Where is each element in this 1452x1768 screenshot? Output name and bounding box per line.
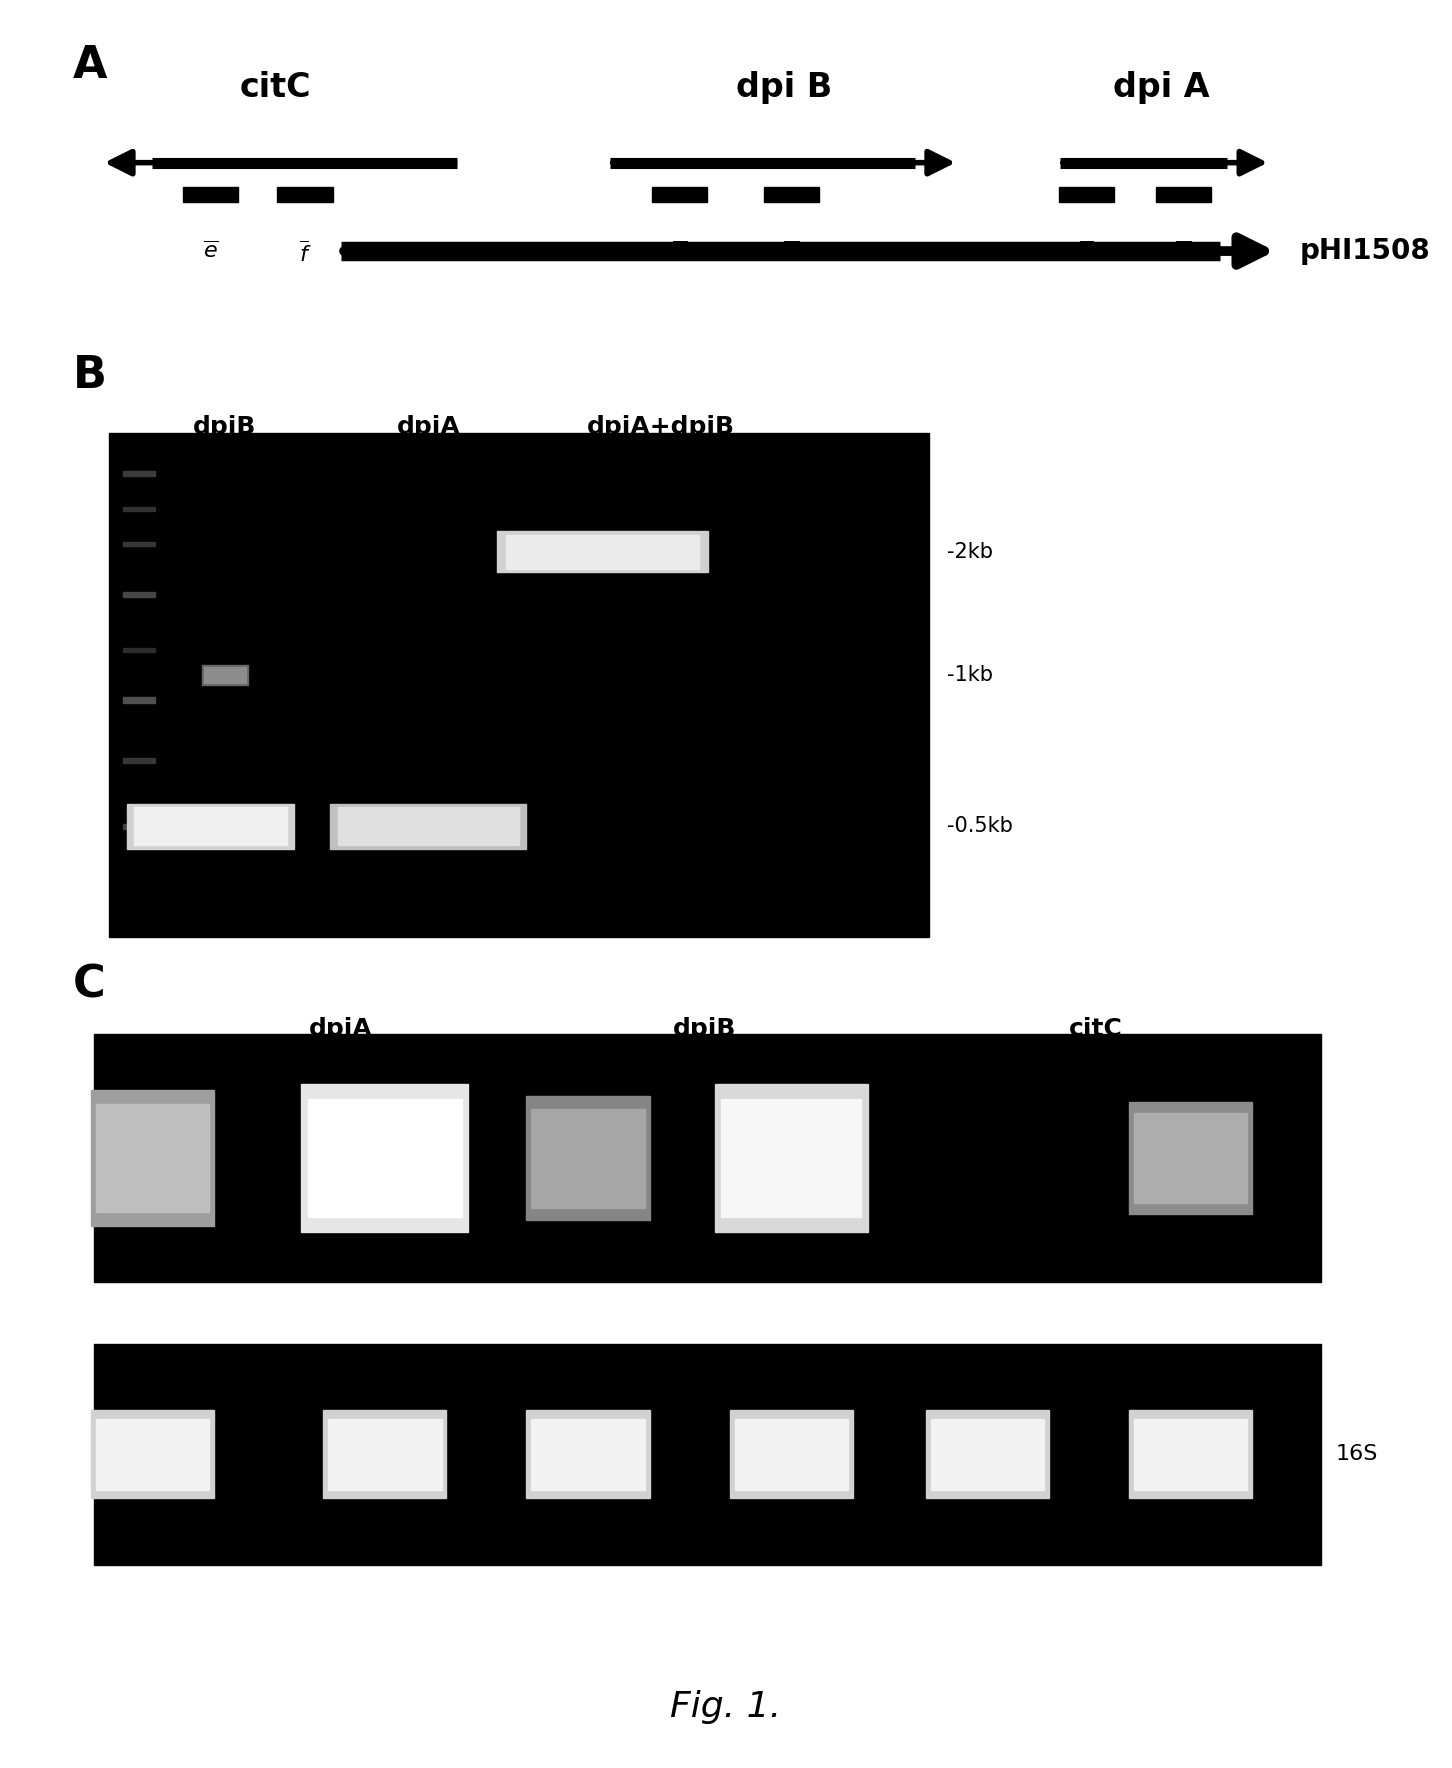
- Text: $\overline{c}$: $\overline{c}$: [1079, 240, 1093, 262]
- Bar: [1134, 1114, 1247, 1202]
- Text: 16S: 16S: [1336, 1444, 1378, 1464]
- Bar: [926, 1411, 1048, 1497]
- Bar: [1130, 1103, 1252, 1213]
- Bar: [722, 1098, 861, 1218]
- Text: 1: 1: [145, 1091, 160, 1116]
- Bar: [716, 1084, 868, 1232]
- Bar: [123, 507, 155, 511]
- Text: $\overline{a}$: $\overline{a}$: [672, 240, 687, 262]
- Bar: [94, 1344, 1321, 1565]
- Bar: [109, 433, 929, 937]
- Bar: [308, 1098, 462, 1218]
- Text: 6: 6: [1183, 1091, 1198, 1116]
- Bar: [123, 470, 155, 476]
- Bar: [331, 803, 527, 849]
- Text: dpiA: dpiA: [309, 1017, 373, 1041]
- Text: dpi A: dpi A: [1114, 71, 1210, 104]
- Text: $\overline{e}$: $\overline{e}$: [203, 240, 218, 262]
- Bar: [123, 758, 155, 764]
- Bar: [1059, 187, 1114, 202]
- Text: 3: 3: [581, 1091, 595, 1116]
- Text: citC: citC: [240, 71, 312, 104]
- Bar: [735, 1418, 848, 1489]
- Bar: [302, 1084, 468, 1232]
- Bar: [123, 647, 155, 652]
- Text: dpiB: dpiB: [193, 415, 257, 440]
- Text: 2: 2: [378, 1091, 392, 1116]
- Text: $\overline{f}$: $\overline{f}$: [299, 240, 311, 265]
- Bar: [328, 1418, 441, 1489]
- Text: 1: 1: [218, 472, 232, 497]
- Bar: [1130, 1411, 1252, 1497]
- Text: 2: 2: [420, 472, 437, 497]
- Bar: [123, 824, 155, 829]
- Bar: [1134, 1418, 1247, 1489]
- Text: A: A: [73, 44, 107, 87]
- Text: 4: 4: [784, 1091, 799, 1116]
- Bar: [1156, 187, 1211, 202]
- Bar: [505, 534, 700, 569]
- Bar: [931, 1418, 1044, 1489]
- Bar: [527, 1096, 650, 1220]
- Bar: [96, 1103, 209, 1213]
- Bar: [90, 1089, 213, 1227]
- Bar: [531, 1418, 645, 1489]
- Text: $\overline{b}$: $\overline{b}$: [783, 240, 800, 265]
- Text: B: B: [73, 354, 106, 396]
- Bar: [96, 1418, 209, 1489]
- Bar: [123, 697, 155, 704]
- Bar: [183, 187, 238, 202]
- Bar: [90, 1411, 213, 1497]
- Text: dpiA+dpiB: dpiA+dpiB: [587, 415, 735, 440]
- Bar: [203, 667, 247, 684]
- Bar: [730, 1411, 854, 1497]
- Bar: [202, 665, 248, 686]
- Text: C: C: [73, 964, 106, 1006]
- Bar: [764, 187, 819, 202]
- Text: $\overline{d}$: $\overline{d}$: [1175, 240, 1192, 265]
- Bar: [497, 532, 707, 571]
- Bar: [277, 187, 333, 202]
- Text: dpi B: dpi B: [736, 71, 832, 104]
- Bar: [322, 1411, 447, 1497]
- Bar: [527, 1411, 650, 1497]
- Text: citC: citC: [1069, 1017, 1124, 1041]
- Bar: [652, 187, 707, 202]
- Text: -1kb: -1kb: [947, 665, 993, 684]
- Bar: [123, 541, 155, 546]
- Bar: [134, 808, 287, 845]
- Text: pHI1508: pHI1508: [1300, 237, 1430, 265]
- Bar: [123, 592, 155, 598]
- Text: -0.5kb: -0.5kb: [947, 817, 1012, 836]
- Text: Fig. 1.: Fig. 1.: [671, 1690, 781, 1724]
- Text: 3: 3: [653, 472, 668, 497]
- Text: -2kb: -2kb: [947, 541, 993, 562]
- Bar: [128, 803, 293, 849]
- Text: dpiA: dpiA: [396, 415, 460, 440]
- Bar: [94, 1034, 1321, 1282]
- Bar: [338, 808, 518, 845]
- Bar: [531, 1109, 645, 1208]
- Text: 5: 5: [980, 1091, 995, 1116]
- Text: dpiB: dpiB: [672, 1017, 736, 1041]
